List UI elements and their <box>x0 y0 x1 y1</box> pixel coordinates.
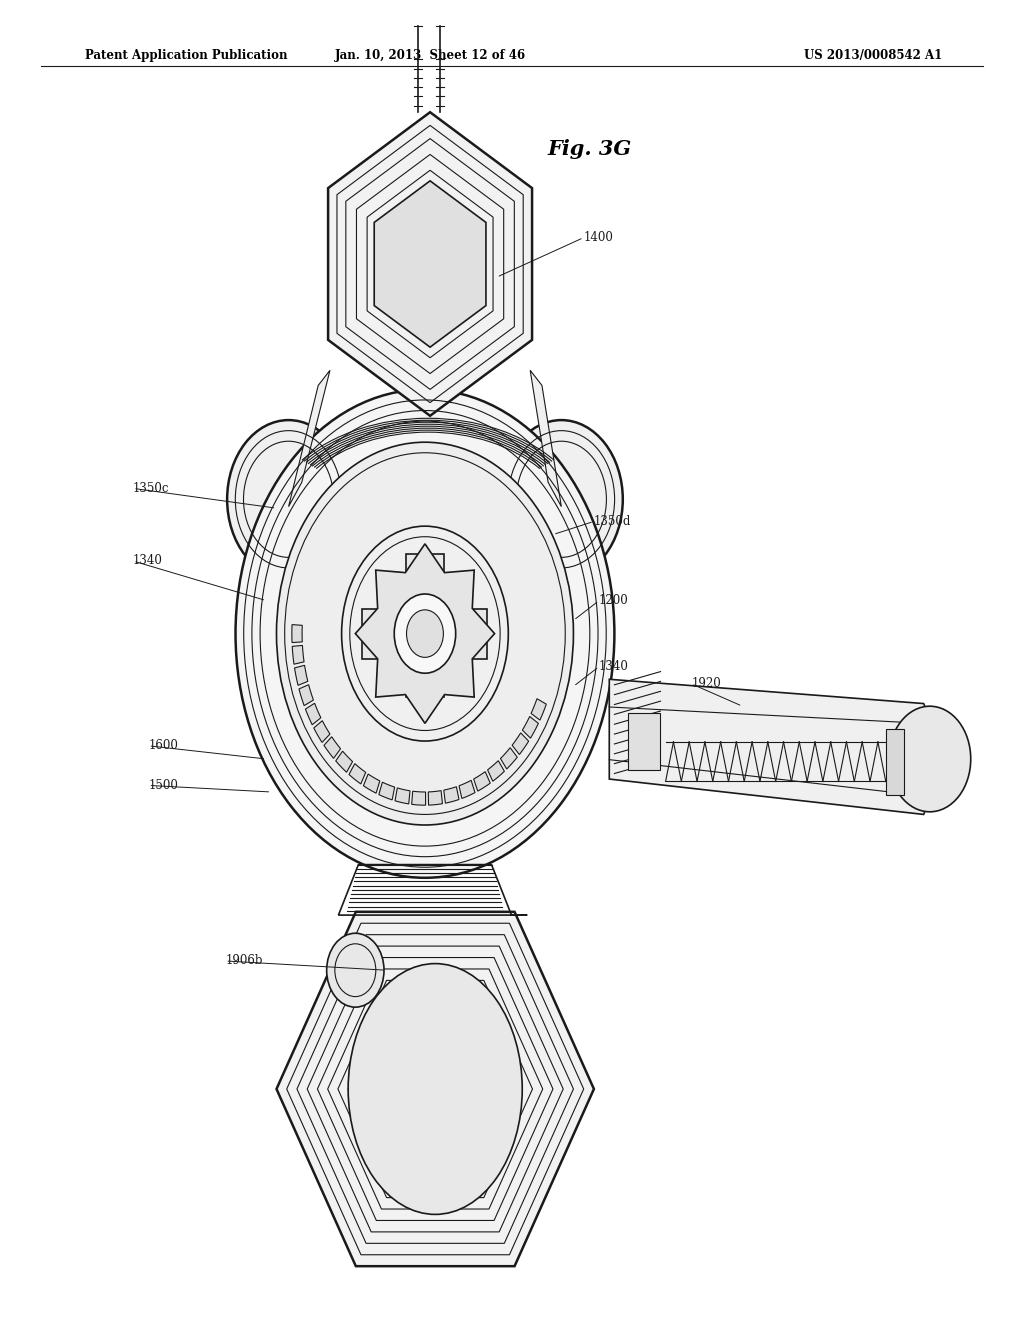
Polygon shape <box>379 783 394 800</box>
Text: 1340: 1340 <box>133 554 163 568</box>
Polygon shape <box>530 370 561 507</box>
Polygon shape <box>886 729 904 795</box>
Circle shape <box>342 527 508 741</box>
Text: 1350d: 1350d <box>594 515 631 528</box>
Polygon shape <box>336 751 352 772</box>
Text: 1350c: 1350c <box>133 482 170 495</box>
Polygon shape <box>522 717 539 738</box>
Polygon shape <box>328 112 532 416</box>
Text: Patent Application Publication: Patent Application Publication <box>85 49 288 62</box>
Polygon shape <box>299 685 313 706</box>
Polygon shape <box>292 645 304 664</box>
Circle shape <box>236 389 614 878</box>
Text: Jan. 10, 2013  Sheet 12 of 46: Jan. 10, 2013 Sheet 12 of 46 <box>335 49 525 62</box>
Text: US 2013/0008542 A1: US 2013/0008542 A1 <box>804 49 942 62</box>
Polygon shape <box>349 764 366 784</box>
Circle shape <box>500 420 623 578</box>
Polygon shape <box>355 544 495 723</box>
Polygon shape <box>609 680 947 814</box>
Polygon shape <box>501 747 517 770</box>
Polygon shape <box>305 704 321 725</box>
Text: 1906b: 1906b <box>225 954 263 968</box>
Polygon shape <box>443 787 459 803</box>
Polygon shape <box>364 774 380 793</box>
Polygon shape <box>487 760 505 781</box>
Text: 1920: 1920 <box>691 677 721 690</box>
Ellipse shape <box>348 964 522 1214</box>
Circle shape <box>276 442 573 825</box>
Circle shape <box>227 420 350 578</box>
Text: 1500: 1500 <box>148 779 178 792</box>
Text: Fig. 3G: Fig. 3G <box>548 139 632 158</box>
Circle shape <box>407 610 443 657</box>
Polygon shape <box>628 713 660 770</box>
Polygon shape <box>324 737 341 759</box>
Polygon shape <box>313 721 330 742</box>
Polygon shape <box>374 181 486 347</box>
Text: 1400: 1400 <box>584 231 613 244</box>
Polygon shape <box>412 791 426 805</box>
Circle shape <box>394 594 456 673</box>
Polygon shape <box>512 733 528 755</box>
Polygon shape <box>276 912 594 1266</box>
Polygon shape <box>474 772 490 791</box>
Polygon shape <box>428 791 442 805</box>
Polygon shape <box>295 665 308 685</box>
Polygon shape <box>531 698 547 721</box>
Polygon shape <box>362 554 487 697</box>
Circle shape <box>327 933 384 1007</box>
Polygon shape <box>289 370 330 507</box>
Polygon shape <box>459 780 475 799</box>
Polygon shape <box>292 624 302 643</box>
Text: 1340: 1340 <box>599 660 629 673</box>
Circle shape <box>889 706 971 812</box>
Text: 1600: 1600 <box>148 739 178 752</box>
Text: 1200: 1200 <box>599 594 629 607</box>
Polygon shape <box>395 788 410 804</box>
